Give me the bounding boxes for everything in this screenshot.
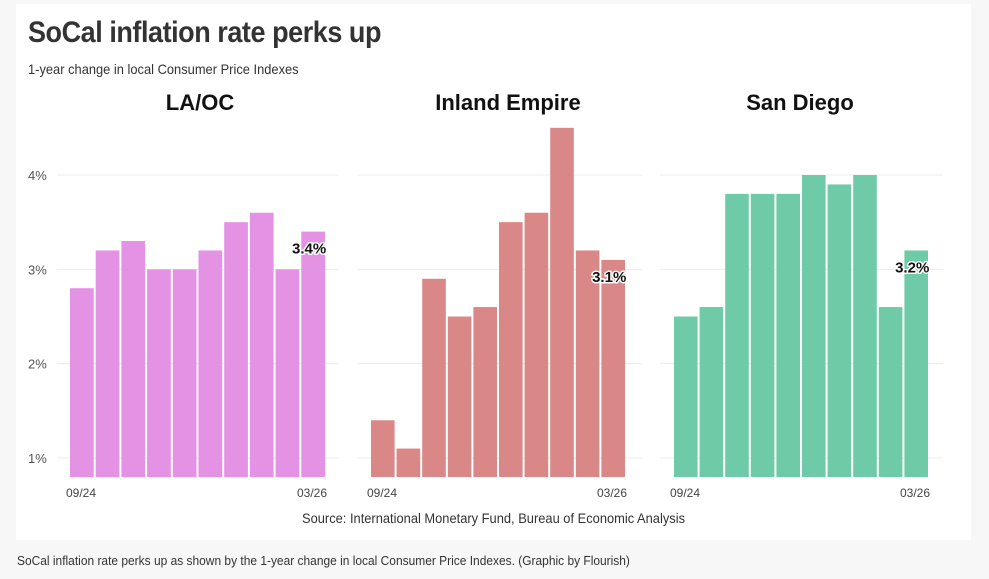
bar-la-oc bbox=[70, 288, 94, 477]
y-tick-label: 3% bbox=[28, 262, 47, 277]
x-tick-label: 03/26 bbox=[597, 486, 627, 500]
bar-san-diego bbox=[853, 175, 877, 477]
bar-inland-empire bbox=[371, 420, 395, 477]
bar-la-oc bbox=[172, 269, 197, 477]
x-tick-label: 03/26 bbox=[297, 486, 327, 500]
x-tick-label: 09/24 bbox=[66, 486, 96, 500]
panel-title-la-oc: LA/OC bbox=[166, 90, 235, 115]
bar-san-diego bbox=[904, 250, 928, 477]
bar-inland-empire bbox=[524, 212, 549, 477]
source-note: Source: International Monetary Fund, Bur… bbox=[301, 510, 686, 526]
bar-inland-empire bbox=[601, 259, 625, 477]
y-tick-label: 2% bbox=[28, 357, 47, 372]
bar-inland-empire bbox=[447, 316, 472, 477]
bar-inland-empire bbox=[422, 278, 446, 477]
bar-san-diego bbox=[725, 193, 749, 477]
bar-la-oc bbox=[95, 250, 120, 477]
bar-inland-empire bbox=[396, 448, 421, 477]
bar-san-diego bbox=[827, 184, 852, 477]
data-label-last: 3.1% bbox=[592, 269, 626, 286]
bar-san-diego bbox=[802, 175, 826, 477]
chart-subtitle: 1-year change in local Consumer Price In… bbox=[28, 61, 299, 77]
x-tick-label: 09/24 bbox=[367, 486, 397, 500]
bar-la-oc bbox=[121, 241, 146, 477]
bar-san-diego bbox=[878, 307, 903, 477]
panel-title-san-diego: San Diego bbox=[746, 90, 854, 115]
x-tick-label: 09/24 bbox=[670, 486, 700, 500]
bar-la-oc bbox=[301, 231, 325, 477]
bar-la-oc bbox=[249, 212, 274, 477]
y-tick-label: 4% bbox=[28, 168, 47, 183]
bar-san-diego bbox=[750, 193, 775, 477]
bar-san-diego bbox=[699, 307, 724, 477]
bar-la-oc bbox=[224, 222, 248, 477]
bar-la-oc bbox=[147, 269, 171, 477]
x-tick-label: 03/26 bbox=[900, 486, 930, 500]
bar-san-diego bbox=[776, 193, 800, 477]
panel-title-inland-empire: Inland Empire bbox=[435, 90, 580, 115]
bar-inland-empire bbox=[473, 307, 497, 477]
bar-la-oc bbox=[275, 269, 300, 477]
data-label-last: 3.2% bbox=[895, 259, 929, 276]
bar-san-diego bbox=[674, 316, 698, 477]
y-tick-label: 1% bbox=[28, 451, 47, 466]
data-label-last: 3.4% bbox=[292, 241, 326, 258]
bar-inland-empire bbox=[550, 127, 574, 477]
image-caption: SoCal inflation rate perks up as shown b… bbox=[17, 553, 630, 568]
bar-inland-empire bbox=[499, 222, 523, 477]
bar-la-oc bbox=[198, 250, 223, 477]
bar-inland-empire bbox=[575, 250, 600, 477]
chart-title: SoCal inflation rate perks up bbox=[28, 16, 382, 49]
